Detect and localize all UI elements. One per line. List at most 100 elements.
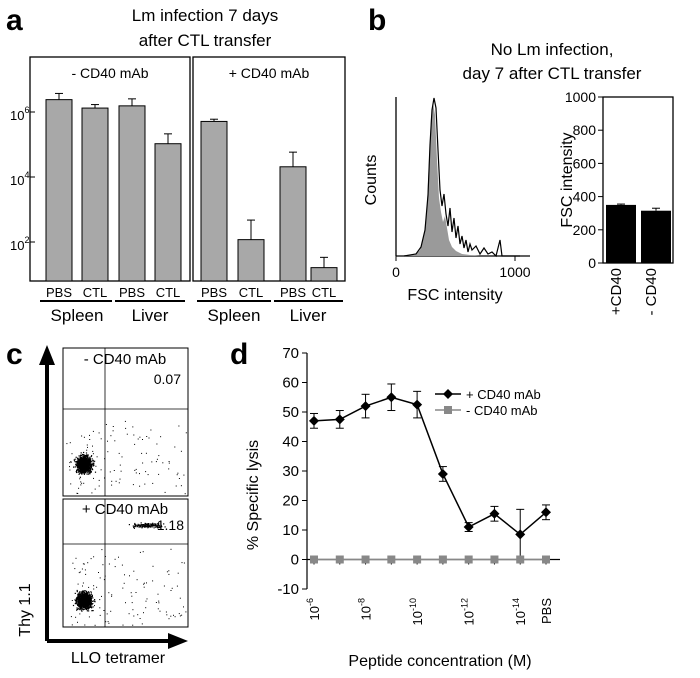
flow-event — [86, 606, 88, 608]
flow-event — [76, 603, 78, 605]
flow-event — [89, 464, 91, 466]
flow-event — [133, 526, 135, 528]
flow-event — [147, 527, 149, 529]
flow-event — [82, 609, 84, 611]
flow-event — [91, 468, 93, 470]
flow-event — [86, 597, 88, 599]
lysis-chart-xlabel: Peptide concentration (M) — [348, 653, 531, 670]
flow-event — [89, 434, 90, 436]
panel-a-xtick-label: CTL — [83, 285, 108, 300]
flow-event — [78, 469, 80, 471]
flow-event — [158, 523, 160, 525]
flow-event — [88, 595, 90, 597]
flow-event — [79, 457, 81, 459]
flow-event — [77, 465, 79, 467]
panel-a-bars — [45, 92, 338, 282]
flow-event — [152, 522, 154, 524]
series-line — [313, 396, 547, 536]
panel-a-title-line1: Lm infection 7 days — [132, 6, 278, 25]
flow-event — [84, 597, 86, 599]
flow-event — [138, 526, 140, 528]
data-point-square — [361, 555, 370, 564]
flow-event — [85, 455, 87, 457]
flow-event — [142, 439, 143, 440]
panel-a-header-plus-cd40: + CD40 mAb — [229, 65, 310, 81]
flow-event — [90, 605, 92, 607]
flow-event — [155, 525, 157, 527]
flow-event — [89, 471, 91, 473]
flow-event — [120, 470, 122, 472]
flow-event — [151, 524, 153, 526]
flow-event — [84, 624, 86, 626]
flow-event — [86, 449, 88, 451]
flow-event — [84, 460, 86, 462]
flow-event — [157, 525, 159, 527]
flow-event — [76, 461, 78, 463]
flow-event — [83, 596, 85, 598]
flow-event — [70, 461, 72, 463]
bar — [237, 239, 265, 282]
flow-event — [73, 459, 76, 461]
xtick-label: 10-8 — [357, 598, 374, 620]
flow-event — [124, 574, 125, 576]
flow-event — [163, 585, 165, 587]
panel-a-ytick-label: 102 — [10, 235, 29, 253]
flow-event — [80, 594, 82, 596]
flow-event — [86, 461, 88, 464]
flow-event — [74, 568, 76, 570]
flow-event — [81, 597, 83, 599]
flow-event — [83, 451, 85, 454]
data-point-square — [387, 555, 396, 564]
flow-event — [84, 462, 86, 464]
flow-event — [78, 593, 80, 595]
flow-event — [161, 526, 163, 528]
flow-event — [144, 483, 146, 485]
flow-event — [86, 473, 88, 475]
flow-event — [149, 523, 152, 525]
flow-event — [72, 604, 75, 607]
flow-event — [76, 591, 78, 593]
flow-event — [137, 523, 139, 525]
flow-event — [83, 601, 85, 603]
flow-event — [82, 603, 85, 605]
flow-event — [175, 485, 177, 487]
flow-event — [134, 469, 136, 471]
flow-event — [81, 608, 83, 610]
flow-event — [83, 595, 85, 597]
flow-event — [88, 463, 90, 465]
flow-event — [89, 606, 91, 608]
flow-event — [81, 606, 83, 608]
flow-event — [113, 470, 115, 471]
flow-event — [84, 471, 86, 473]
flow-event — [89, 461, 91, 463]
histogram-filled-population — [404, 103, 480, 256]
flow-event — [83, 459, 85, 461]
flow-event — [79, 603, 81, 605]
flow-event — [128, 613, 130, 615]
flow-event — [88, 598, 90, 601]
xtick-label: 10-6 — [305, 598, 322, 620]
flow-event — [108, 592, 110, 594]
panel-a-header-minus-cd40: - CD40 mAb — [71, 65, 148, 81]
flow-event — [77, 601, 79, 603]
flow-event — [83, 598, 85, 600]
panel-d: d -10 0 10 20 30 40 50 60 70 10-6 10-8 10-10 10-12 10… — [230, 338, 560, 670]
flow-event — [180, 450, 182, 452]
flow-event — [70, 461, 72, 463]
flow-event — [85, 595, 87, 597]
legend-entry-minus-cd40: - CD40 mAb — [466, 403, 538, 418]
flow-event — [86, 454, 88, 456]
flow-event — [89, 439, 91, 440]
flow-event — [92, 450, 94, 452]
flow-event — [136, 526, 138, 528]
data-point-square — [310, 555, 318, 564]
flow-event — [82, 603, 84, 605]
flow-event — [87, 608, 89, 610]
flow-event — [84, 569, 86, 571]
flow-event — [118, 556, 119, 558]
flow-event — [88, 604, 90, 606]
panel-d-letter: d — [230, 338, 248, 371]
flow-event — [80, 470, 82, 472]
flow-event — [133, 570, 135, 572]
flow-event — [162, 462, 164, 464]
